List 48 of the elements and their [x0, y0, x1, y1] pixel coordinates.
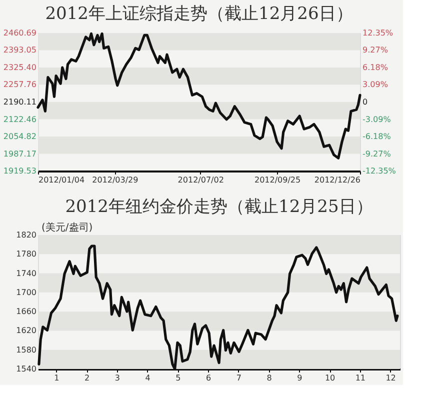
- x-tick-label: 4: [145, 374, 150, 382]
- x-tick-label: 12: [386, 374, 396, 382]
- x-tick-label: 2012/01/04: [38, 176, 85, 184]
- x-tick-label: 10: [324, 374, 336, 382]
- y-tick-label: 1700: [16, 288, 36, 297]
- x-tick-label: 11: [355, 374, 366, 382]
- x-tick-label: 1: [54, 374, 60, 382]
- y2-tick-label: 9.27%: [362, 46, 388, 55]
- x-tick-label: 9: [297, 374, 302, 382]
- y2-tick-label: -12.35%: [362, 166, 396, 176]
- chart-title: 2012年上证综指走势（截止12月26日）: [45, 4, 353, 24]
- y-tick-label: 1820: [16, 230, 36, 240]
- line-series: [38, 244, 399, 370]
- x-tick-label: 3: [114, 374, 120, 382]
- y-tick-label: 1740: [16, 268, 36, 278]
- y2-tick-label: -6.18%: [362, 132, 392, 142]
- x-tick-label: 5: [176, 374, 181, 382]
- y-tick-label: 2325.40: [3, 63, 36, 72]
- y-tick-label: 1919.53: [3, 166, 36, 176]
- y2-tick-label: 6.18%: [362, 62, 388, 72]
- y-tick-label: 2393.05: [3, 46, 36, 55]
- y2-tick-label: -9.27%: [362, 149, 392, 158]
- x-tick-label: 2012/03/29: [92, 176, 138, 184]
- y-tick-label: 1987.17: [3, 149, 36, 158]
- y-tick-label: 2460.69: [3, 28, 36, 38]
- y2-tick-label: 0: [362, 98, 368, 106]
- line-series: [36, 32, 362, 160]
- y-tick-label: 2054.82: [3, 132, 36, 141]
- x-tick-label: 2012/09/25: [254, 176, 301, 184]
- y2-tick-label: 3.09%: [362, 80, 388, 90]
- y-tick-label: 1620: [16, 326, 36, 336]
- x-tick-label: 2: [84, 374, 90, 382]
- y-tick-label: 2190.11: [3, 98, 36, 106]
- chart-title: 2012年纽约金价走势（截止12月25日）: [65, 197, 373, 217]
- y-tick-label: 2122.46: [3, 114, 36, 124]
- x-tick-label: 6: [206, 374, 212, 382]
- y2-tick-label: 12.35%: [362, 28, 394, 38]
- x-tick-label: 2012/12/26: [314, 176, 360, 184]
- y-tick-label: 1660: [16, 307, 36, 316]
- y2-tick-label: -3.09%: [362, 114, 392, 124]
- x-tick-label: 2012/07/02: [178, 176, 224, 184]
- y-axis-title: (美元/盎司): [42, 222, 93, 234]
- x-tick-label: 8: [266, 374, 272, 382]
- y-tick-label: 2257.76: [3, 80, 36, 90]
- y-tick-label: 1780: [16, 250, 36, 259]
- y-tick-label: 1540: [16, 364, 36, 374]
- x-tick-label: 7: [236, 374, 242, 382]
- y-tick-label: 1580: [16, 345, 36, 354]
